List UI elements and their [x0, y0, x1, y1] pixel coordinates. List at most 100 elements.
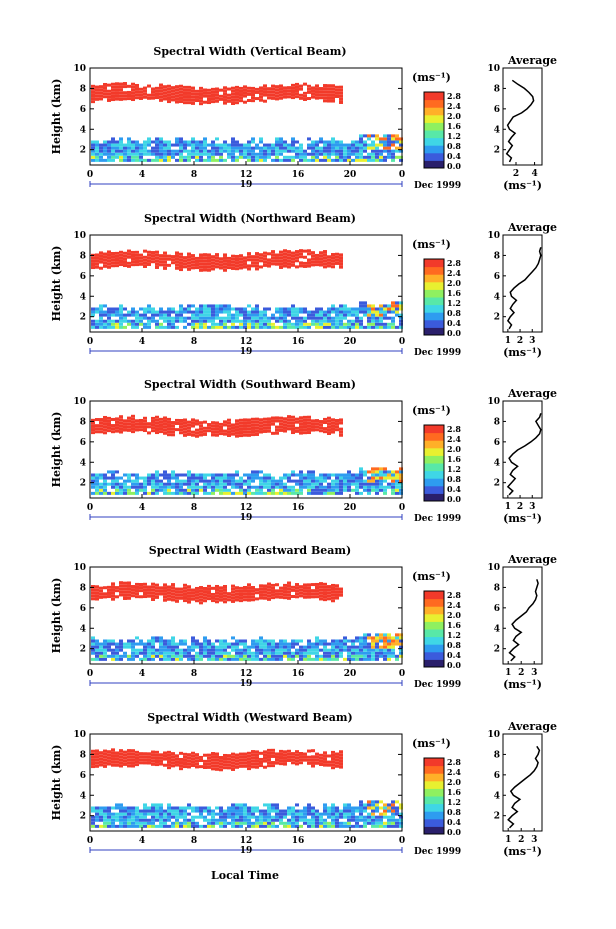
low-echo-cell — [279, 316, 283, 320]
low-echo-cell — [111, 491, 115, 495]
low-echo-cell — [315, 319, 319, 323]
upper-echo-cell — [231, 764, 235, 768]
low-echo-cell — [179, 491, 183, 495]
upper-echo-cell — [95, 253, 99, 257]
low-echo-cell — [271, 654, 275, 658]
low-echo-cell — [271, 809, 275, 813]
low-echo-cell — [127, 824, 131, 828]
low-echo-cell — [287, 146, 291, 150]
low-echo-cell — [299, 143, 303, 147]
low-echo-cell — [235, 307, 239, 311]
upper-echo-cell — [279, 416, 283, 420]
low-echo-cell — [171, 307, 175, 311]
low-echo-cell — [235, 491, 239, 495]
upper-echo-cell — [263, 251, 267, 255]
low-echo-cell — [303, 319, 307, 323]
upper-echo-cell — [247, 595, 251, 599]
low-echo-cell — [339, 143, 343, 147]
low-echo-cell — [203, 143, 207, 147]
low-echo-cell — [279, 651, 283, 655]
upper-echo-cell — [131, 585, 135, 589]
low-echo-cell — [355, 479, 359, 483]
low-echo-cell — [291, 137, 295, 141]
date-label: Dec 1999 — [414, 847, 461, 857]
low-echo-cell — [239, 310, 243, 314]
low-echo-cell — [167, 645, 171, 649]
upper-echo-cell — [95, 85, 99, 89]
low-echo-cell — [283, 310, 287, 314]
upper-echo-cell — [103, 89, 107, 93]
upper-echo-cell — [319, 420, 323, 424]
upper-echo-cell — [187, 88, 191, 92]
upper-echo-cell — [331, 259, 335, 263]
low-echo-cell — [251, 470, 255, 474]
low-echo-cell — [351, 654, 355, 658]
upper-echo-cell — [247, 267, 251, 271]
low-echo-cell — [247, 809, 251, 813]
low-echo-cell — [367, 485, 371, 489]
low-echo-cell — [159, 307, 163, 311]
low-echo-cell — [99, 307, 103, 311]
low-echo-cell — [115, 803, 119, 807]
low-echo-cell — [223, 158, 227, 162]
x-tick-label: 4 — [139, 669, 145, 679]
upper-echo-cell — [315, 422, 319, 426]
low-echo-cell — [303, 645, 307, 649]
upper-echo-cell — [119, 82, 123, 86]
low-echo-cell — [383, 657, 387, 661]
upper-echo-cell — [271, 96, 275, 100]
avg-x-tick-label: 3 — [529, 502, 535, 512]
low-echo-cell — [259, 824, 263, 828]
colorbar-swatch — [424, 137, 444, 146]
upper-echo-cell — [279, 96, 283, 100]
colorbar-swatch — [424, 289, 444, 298]
upper-echo-cell — [315, 257, 319, 261]
low-echo-cell — [211, 304, 215, 308]
upper-echo-cell — [163, 254, 167, 258]
upper-echo-cell — [339, 85, 343, 89]
low-echo-cell — [131, 143, 135, 147]
low-echo-cell — [143, 149, 147, 153]
low-echo-cell — [359, 485, 363, 489]
low-echo-cell — [91, 325, 95, 329]
low-echo-cell — [231, 648, 235, 652]
low-echo-cell — [139, 482, 143, 486]
upper-echo-cell — [203, 590, 207, 594]
low-echo-cell — [131, 815, 135, 819]
low-echo-cell — [235, 642, 239, 646]
low-echo-cell — [347, 158, 351, 162]
low-echo-cell — [379, 824, 383, 828]
low-echo-cell — [367, 470, 371, 474]
upper-echo-cell — [99, 592, 103, 596]
low-echo-cell — [315, 491, 319, 495]
low-echo-cell — [351, 473, 355, 477]
low-echo-cell — [199, 143, 203, 147]
upper-echo-cell — [275, 428, 279, 432]
upper-echo-cell — [239, 99, 243, 103]
upper-echo-cell — [227, 99, 231, 103]
low-echo-cell — [315, 485, 319, 489]
low-echo-cell — [291, 316, 295, 320]
low-echo-cell — [387, 146, 391, 150]
low-echo-cell — [163, 482, 167, 486]
low-echo-cell — [255, 485, 259, 489]
low-echo-cell — [191, 809, 195, 813]
low-echo-cell — [179, 488, 183, 492]
low-echo-cell — [379, 815, 383, 819]
low-echo-cell — [271, 642, 275, 646]
low-echo-cell — [295, 319, 299, 323]
low-echo-cell — [143, 476, 147, 480]
upper-echo-cell — [267, 758, 271, 762]
upper-echo-cell — [163, 422, 167, 426]
upper-echo-cell — [335, 425, 339, 429]
upper-echo-cell — [131, 427, 135, 431]
low-echo-cell — [259, 809, 263, 813]
low-echo-cell — [375, 803, 379, 807]
low-echo-cell — [147, 158, 151, 162]
low-echo-cell — [143, 307, 147, 311]
upper-echo-cell — [323, 595, 327, 599]
low-echo-cell — [319, 648, 323, 652]
upper-echo-cell — [231, 593, 235, 597]
low-echo-cell — [291, 473, 295, 477]
upper-echo-cell — [255, 417, 259, 421]
